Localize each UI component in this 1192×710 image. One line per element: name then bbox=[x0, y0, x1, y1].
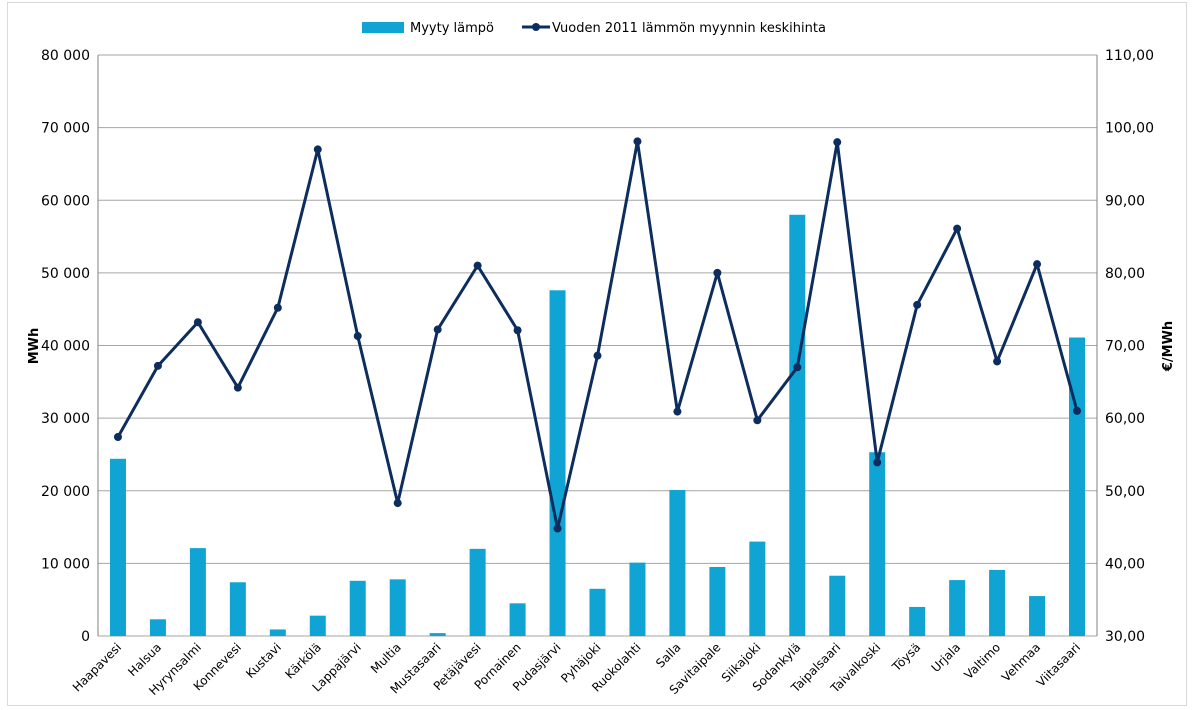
y-tick-label: 80 000 bbox=[41, 48, 90, 64]
line-point bbox=[913, 300, 922, 309]
bar bbox=[269, 629, 286, 636]
bar bbox=[1069, 337, 1086, 636]
x-tick-label: Haapavesi bbox=[70, 640, 124, 694]
x-tick-label: Kustavi bbox=[243, 640, 284, 681]
y-tick-label: 30 000 bbox=[41, 411, 90, 427]
y2-tick-label: 80,00 bbox=[1105, 266, 1145, 282]
y-tick-label: 40 000 bbox=[41, 339, 90, 355]
line-series bbox=[113, 137, 1082, 533]
line-point bbox=[353, 332, 362, 341]
y-tick-label: 0 bbox=[81, 629, 90, 645]
line-point bbox=[833, 138, 842, 147]
y2-tick-label: 60,00 bbox=[1105, 411, 1145, 427]
x-tick-label: Valtimo bbox=[961, 640, 1003, 682]
y2-tick-label: 110,00 bbox=[1105, 48, 1154, 64]
bar bbox=[429, 633, 446, 636]
y2-tick-label: 40,00 bbox=[1105, 556, 1145, 572]
legend-line-marker bbox=[532, 23, 540, 31]
bar bbox=[1029, 596, 1046, 636]
bar bbox=[789, 214, 806, 636]
line-point bbox=[513, 326, 522, 335]
bar bbox=[589, 588, 606, 636]
bar bbox=[629, 562, 646, 636]
y2-tick-label: 90,00 bbox=[1105, 193, 1145, 209]
line-point bbox=[1073, 406, 1082, 415]
line-point bbox=[873, 458, 882, 467]
left-axis-title: MWh bbox=[27, 328, 42, 365]
y2-tick-label: 70,00 bbox=[1105, 339, 1145, 355]
bar bbox=[309, 615, 326, 636]
bar bbox=[189, 548, 206, 636]
line-point bbox=[953, 224, 962, 233]
bar bbox=[709, 567, 726, 636]
bar bbox=[149, 619, 166, 636]
y-tick-label: 20 000 bbox=[41, 484, 90, 500]
y-tick-label: 10 000 bbox=[41, 556, 90, 572]
y-tick-label: 60 000 bbox=[41, 193, 90, 209]
line-point bbox=[233, 383, 242, 392]
bar bbox=[349, 580, 366, 636]
bar bbox=[229, 582, 246, 636]
bar bbox=[989, 569, 1006, 636]
bar-series bbox=[109, 214, 1086, 636]
x-tick-label: Salla bbox=[653, 640, 683, 670]
y-tick-label: 50 000 bbox=[41, 266, 90, 282]
x-tick-label: Halsua bbox=[125, 640, 164, 679]
bar bbox=[669, 490, 686, 636]
y2-tick-label: 100,00 bbox=[1105, 121, 1154, 137]
line-point bbox=[673, 407, 682, 416]
line-point bbox=[113, 433, 122, 442]
y2-tick-label: 30,00 bbox=[1105, 629, 1145, 645]
line-point bbox=[993, 357, 1002, 366]
right-axis-ticks: 30,00 40,00 50,00 60,00 70,00 80,00 90,00 100,0… bbox=[1105, 48, 1154, 645]
x-tick-label: Urjala bbox=[929, 640, 964, 675]
bar bbox=[549, 290, 566, 636]
line-point bbox=[633, 137, 642, 146]
y2-tick-label: 50,00 bbox=[1105, 484, 1145, 500]
x-tick-label: Multia bbox=[368, 640, 404, 676]
line-point bbox=[433, 325, 442, 334]
legend-bar-label: Myyty lämpö bbox=[410, 21, 494, 36]
bar bbox=[389, 579, 406, 636]
line-point bbox=[1033, 260, 1042, 269]
line-point bbox=[153, 361, 162, 370]
line-point bbox=[313, 145, 322, 154]
line-point bbox=[393, 499, 402, 508]
gridlines bbox=[97, 54, 1098, 637]
bar bbox=[469, 548, 486, 636]
y-tick-label: 70 000 bbox=[41, 121, 90, 137]
line-point bbox=[553, 524, 562, 533]
bar bbox=[949, 580, 966, 636]
line-point bbox=[593, 351, 602, 360]
line-point bbox=[753, 416, 762, 425]
legend-bar-swatch bbox=[362, 22, 404, 33]
line-point bbox=[713, 268, 722, 277]
legend: Myyty lämpö Vuoden 2011 lämmön myynnin k… bbox=[362, 21, 826, 36]
series-line bbox=[116, 139, 1079, 531]
bar bbox=[909, 606, 926, 636]
bar bbox=[829, 575, 846, 636]
line-point bbox=[273, 303, 282, 312]
line-point bbox=[473, 261, 482, 270]
right-axis-title: €/MWh bbox=[1161, 321, 1176, 372]
line-point bbox=[793, 363, 802, 372]
bar bbox=[109, 458, 126, 636]
x-tick-label: Töysä bbox=[889, 640, 924, 675]
line-point bbox=[193, 318, 202, 327]
bar bbox=[509, 603, 526, 636]
bar bbox=[869, 452, 886, 636]
left-axis-ticks: 0 10 000 20 000 30 000 40 000 50 000 60 000 70 … bbox=[41, 48, 90, 645]
legend-line-label: Vuoden 2011 lämmön myynnin keskihinta bbox=[552, 21, 826, 36]
bar bbox=[749, 541, 766, 636]
x-tick-label: Viitasaari bbox=[1034, 640, 1083, 689]
